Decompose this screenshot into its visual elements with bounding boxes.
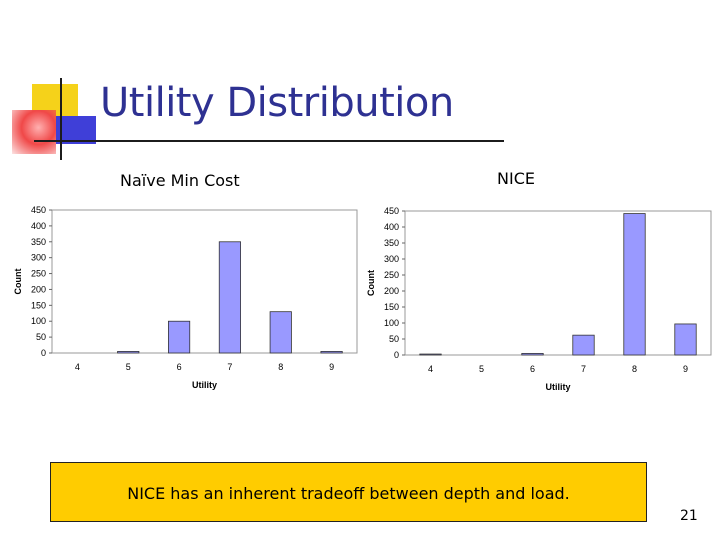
y-tick-label: 250: [31, 269, 46, 279]
y-tick-label: 250: [384, 270, 399, 280]
chart-title-nice: NICE: [497, 169, 535, 188]
y-tick-label: 50: [36, 332, 46, 342]
x-tick-label: 6: [530, 364, 535, 374]
y-tick-label: 100: [384, 318, 399, 328]
decor-vertical-line: [60, 78, 62, 160]
x-tick-label: 8: [632, 364, 637, 374]
decor-horizontal-line: [34, 140, 504, 142]
x-tick-label: 7: [227, 362, 232, 372]
x-tick-label: 9: [329, 362, 334, 372]
y-tick-label: 400: [31, 221, 46, 231]
y-tick-label: 0: [394, 350, 399, 360]
y-tick-label: 50: [389, 334, 399, 344]
y-tick-label: 450: [384, 206, 399, 216]
bar-naive-6: [168, 320, 191, 354]
y-axis-label: Count: [13, 269, 23, 295]
bar-naive-7: [218, 241, 241, 354]
y-tick-label: 300: [31, 253, 46, 263]
y-axis-label: Count: [366, 270, 376, 296]
x-tick-label: 9: [683, 364, 688, 374]
x-tick-label: 4: [428, 364, 433, 374]
page-number: 21: [680, 508, 698, 524]
bar-nice-4: [419, 353, 442, 356]
y-tick-label: 150: [31, 300, 46, 310]
x-tick-label: 8: [278, 362, 283, 372]
bar-nice-9: [674, 323, 697, 356]
y-tick-label: 200: [31, 284, 46, 294]
decor-red-square: [12, 110, 56, 154]
y-tick-label: 200: [384, 286, 399, 296]
bar-naive-5: [117, 351, 140, 354]
y-tick-label: 400: [384, 222, 399, 232]
x-tick-label: 6: [177, 362, 182, 372]
bar-naive-9: [320, 351, 343, 354]
plot-area-nice: [404, 210, 712, 356]
note-box: NICE has an inherent tradeoff between de…: [50, 462, 647, 522]
y-tick-label: 450: [31, 205, 46, 215]
x-tick-label: 5: [126, 362, 131, 372]
y-tick-label: 350: [384, 238, 399, 248]
decor-blue-square: [56, 116, 96, 144]
plot-area-naive: [51, 209, 358, 354]
y-tick-label: 0: [41, 348, 46, 358]
x-tick-label: 5: [479, 364, 484, 374]
y-tick-label: 150: [384, 302, 399, 312]
chart-title-naive-min-cost: Naïve Min Cost: [120, 171, 240, 190]
y-tick-label: 300: [384, 254, 399, 264]
bar-naive-8: [269, 311, 292, 354]
bar-nice-6: [521, 352, 544, 356]
note-text: NICE has an inherent tradeoff between de…: [127, 484, 570, 503]
x-axis-label: Utility: [192, 380, 217, 390]
y-tick-label: 350: [31, 237, 46, 247]
bar-nice-8: [623, 213, 646, 356]
x-tick-label: 7: [581, 364, 586, 374]
slide-title: Utility Distribution: [100, 80, 454, 126]
x-axis-label: Utility: [545, 382, 570, 392]
bar-nice-7: [572, 334, 595, 356]
x-tick-label: 4: [75, 362, 80, 372]
y-tick-label: 100: [31, 316, 46, 326]
